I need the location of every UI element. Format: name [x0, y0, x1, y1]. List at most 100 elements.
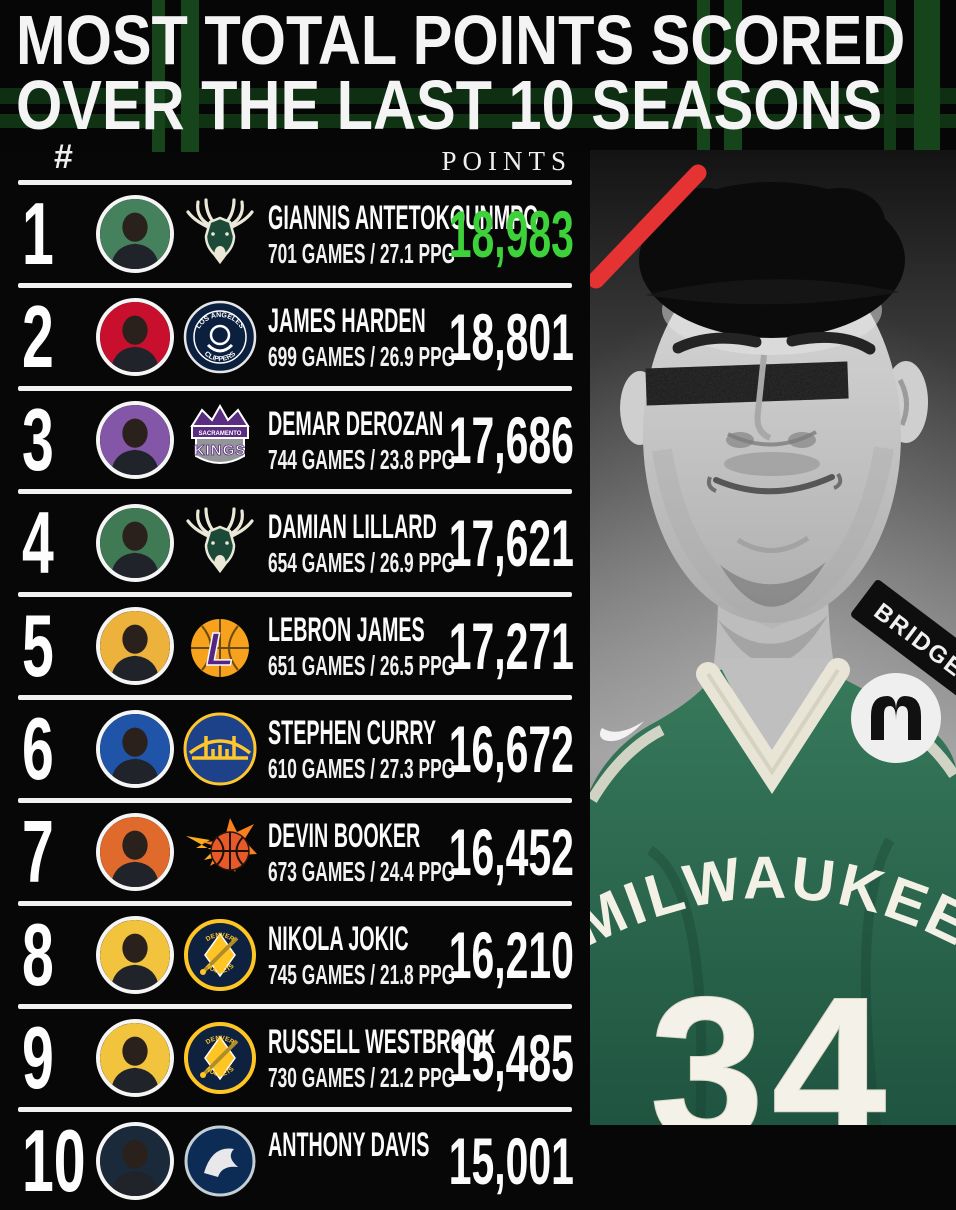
svg-text:KINGS: KINGS [194, 442, 247, 459]
player-headshot-icon [100, 611, 170, 681]
row-divider [18, 283, 572, 288]
points-value: 16,672 [448, 712, 574, 786]
rank-column-header: # [54, 138, 73, 176]
player-avatar [96, 916, 174, 994]
player-headshot-icon [100, 817, 170, 887]
kings-logo-icon: SACRAMENTO KINGS [180, 401, 260, 479]
player-details: 744 GAMES / 23.8 PPG [268, 443, 456, 475]
warriors-logo-icon [180, 710, 260, 788]
player-avatar [96, 813, 174, 891]
player-avatar [96, 607, 174, 685]
bucks-logo-icon [180, 504, 260, 582]
table-row: 5 L LEBRON JAMES 651 GAMES / 26.5 PPG 17… [0, 597, 590, 695]
player-avatar [96, 195, 174, 273]
player-info: NIKOLA JOKIC 745 GAMES / 21.8 PPG [268, 922, 570, 989]
clippers-logo-icon: LOS ANGELES CLIPPERS [180, 298, 260, 376]
points-value: 16,210 [448, 918, 574, 992]
player-info: JAMES HARDEN 699 GAMES / 26.9 PPG [268, 304, 570, 371]
title-line1: MOST TOTAL POINTS SCORED [16, 1, 906, 79]
player-name: GIANNIS ANTETOKOUNMPO [268, 198, 539, 237]
player-details: 701 GAMES / 27.1 PPG [268, 237, 456, 269]
player-details: 610 GAMES / 27.3 PPG [268, 752, 456, 784]
title-line2: OVER THE LAST 10 SEASONS [16, 66, 883, 145]
row-divider [18, 798, 572, 803]
player-avatar [96, 504, 174, 582]
player-info: DAMIAN LILLARD 654 GAMES / 26.9 PPG [268, 510, 570, 577]
player-details: 654 GAMES / 26.9 PPG [268, 546, 456, 578]
player-avatar [96, 1019, 174, 1097]
rank-value: 3 [22, 390, 54, 489]
beard-shadow [652, 446, 894, 629]
page-title: MOST TOTAL POINTS SCORED OVER THE LAST 1… [16, 1, 956, 145]
player-avatar [96, 710, 174, 788]
leaderboard-header: # POINTS [0, 138, 590, 180]
hair [639, 182, 905, 338]
mavericks-logo-icon [180, 1122, 260, 1200]
player-details: 699 GAMES / 26.9 PPG [268, 340, 456, 372]
svg-text:L: L [206, 623, 234, 675]
giannis-portrait-icon: BRIDGEM MILWAUKEE 34 [442, 150, 956, 1185]
right-eyebrow [786, 331, 876, 355]
row-divider [18, 180, 572, 185]
player-name: RUSSELL WESTBROOK [268, 1022, 496, 1061]
player-name: DEVIN BOOKER [268, 816, 421, 855]
nike-swoosh-icon [599, 721, 644, 742]
player-info: DEVIN BOOKER 673 GAMES / 24.4 PPG [268, 819, 570, 886]
table-row: 8 DENVER NUGGETS NIKOLA JOKIC 745 GAMES /… [0, 906, 590, 1004]
left-eyebrow [672, 332, 762, 354]
player-name: NIKOLA JOKIC [268, 919, 409, 958]
player-headshot-icon [100, 1023, 170, 1093]
bucks-logo-icon [180, 195, 260, 273]
row-divider [18, 592, 572, 597]
leaderboard: # POINTS 1 GIANNIS ANTETOKOUNMPO 701 GAM… [0, 138, 590, 1210]
table-row: 2 LOS ANGELES CLIPPERS JAMES HARDEN 699 G… [0, 288, 590, 386]
points-value: 15,001 [448, 1124, 574, 1198]
svg-text:SACRAMENTO: SACRAMENTO [199, 431, 242, 437]
points-value: 17,621 [448, 506, 574, 580]
row-divider [18, 695, 572, 700]
rank-value: 1 [22, 184, 54, 283]
row-divider [18, 386, 572, 391]
player-name: LEBRON JAMES [268, 610, 425, 649]
rank-value: 2 [22, 287, 54, 386]
player-headshot-icon [100, 508, 170, 578]
player-info: GIANNIS ANTETOKOUNMPO 701 GAMES / 27.1 P… [268, 201, 590, 268]
motorola-logo-icon [851, 673, 941, 763]
points-value: 17,686 [448, 403, 574, 477]
points-value: 18,801 [448, 300, 574, 374]
points-value: 15,485 [448, 1021, 574, 1095]
table-row: 6 STEPHEN CURRY 610 GAMES / 27.3 PPG 16,… [0, 700, 590, 798]
plaid-background [0, 0, 956, 152]
player-name: DEMAR DEROZAN [268, 404, 444, 443]
row-divider [18, 901, 572, 906]
player-info: DEMAR DEROZAN 744 GAMES / 23.8 PPG [268, 407, 570, 474]
player-details: 651 GAMES / 26.5 PPG [268, 649, 456, 681]
player-avatar [96, 401, 174, 479]
player-details: 673 GAMES / 24.4 PPG [268, 855, 456, 887]
player-name: STEPHEN CURRY [268, 713, 437, 752]
table-row: 9 DENVER NUGGETS RUSSELL WESTBROOK 730 GA… [0, 1009, 590, 1107]
player-details: 730 GAMES / 21.2 PPG [268, 1061, 456, 1093]
player-headshot-icon [100, 199, 170, 269]
points-value: 18,983 [448, 197, 574, 271]
player-headshot-icon [100, 1126, 170, 1196]
player-avatar [96, 298, 174, 376]
suns-logo-icon [180, 813, 260, 891]
svg-text:DENVER: DENVER [205, 932, 236, 943]
table-row: 4 DAMIAN LILLARD 654 GAMES / 26.9 PPG 17… [0, 494, 590, 592]
player-headshot-icon [100, 920, 170, 990]
rank-value: 4 [22, 493, 54, 592]
rank-value: 10 [22, 1111, 86, 1210]
table-row: 3 SACRAMENTO KINGS DEMAR DEROZAN 744 GAME… [0, 391, 590, 489]
points-value: 17,271 [448, 609, 574, 683]
player-headshot-icon [100, 405, 170, 475]
player-info: RUSSELL WESTBROOK 730 GAMES / 21.2 PPG [268, 1025, 590, 1092]
player-info: STEPHEN CURRY 610 GAMES / 27.3 PPG [268, 716, 570, 783]
jersey-number-text: 34 [650, 955, 894, 1125]
table-row: 1 GIANNIS ANTETOKOUNMPO 701 GAMES / 27.1… [0, 185, 590, 283]
points-value: 16,452 [448, 815, 574, 889]
table-row: 10 ANTHONY DAVIS 15,001 [0, 1112, 590, 1210]
left-shoulder-trim [587, 725, 665, 803]
player-avatar [96, 1122, 174, 1200]
